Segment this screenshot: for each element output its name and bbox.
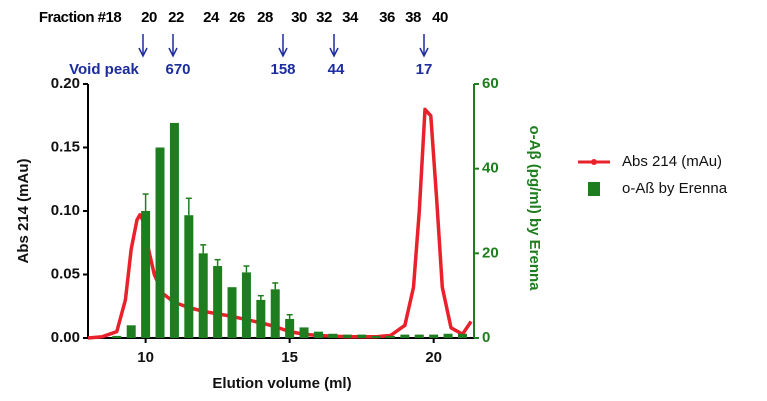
marker-label: 44 xyxy=(328,61,345,78)
y2-tick-label: 60 xyxy=(482,75,499,92)
bar xyxy=(256,299,266,338)
bar xyxy=(227,287,237,338)
fraction-label: 22 xyxy=(168,9,184,26)
bar xyxy=(385,335,395,338)
bar xyxy=(429,334,439,338)
x-axis-title: Elution volume (ml) xyxy=(212,375,351,392)
arrow-head xyxy=(419,47,429,58)
bar xyxy=(126,325,136,338)
x-tick-label: 15 xyxy=(281,349,298,366)
legend-marker xyxy=(591,159,597,165)
x-tick-label: 10 xyxy=(137,349,154,366)
bar xyxy=(155,147,165,338)
bar xyxy=(299,327,309,338)
arrow-head xyxy=(168,47,178,58)
y-tick-label: 0.15 xyxy=(51,138,80,155)
fraction-label: 20 xyxy=(141,9,157,26)
bar xyxy=(141,211,151,338)
fraction-label: 40 xyxy=(432,9,448,26)
marker-label: 158 xyxy=(270,61,295,78)
bar xyxy=(414,334,424,338)
bar xyxy=(184,215,194,338)
y-tick-label: 0.00 xyxy=(51,329,80,346)
bar xyxy=(457,333,467,338)
fraction-label: Fraction #18 xyxy=(39,9,122,26)
y-axis-title: Abs 214 (mAu) xyxy=(15,158,32,263)
fraction-label: 26 xyxy=(229,9,245,26)
bar xyxy=(213,266,223,338)
arrow-head xyxy=(329,47,339,58)
bar xyxy=(443,333,453,338)
y-tick-label: 0.20 xyxy=(51,75,80,92)
y2-tick-label: 20 xyxy=(482,244,499,261)
fraction-label: 34 xyxy=(342,9,359,26)
bar xyxy=(241,272,251,338)
fraction-label: 28 xyxy=(257,9,273,26)
legend-label: o-Aß by Erenna xyxy=(622,180,728,197)
y-tick-label: 0.05 xyxy=(51,265,80,282)
bar xyxy=(285,318,295,338)
bar xyxy=(357,334,367,338)
bar xyxy=(169,122,179,339)
bar xyxy=(198,253,208,338)
y2-axis-title: o-Aβ (pg/ml) by Erenna xyxy=(526,126,543,292)
arrow-head xyxy=(138,47,148,58)
y2-tick-label: 0 xyxy=(482,329,490,346)
fraction-label: 30 xyxy=(291,9,307,26)
bar xyxy=(313,331,323,338)
arrow-head xyxy=(278,47,288,58)
fraction-label: 36 xyxy=(379,9,395,26)
fraction-label: 24 xyxy=(203,9,220,26)
bar xyxy=(342,334,352,338)
marker-label: 670 xyxy=(165,61,190,78)
legend-swatch xyxy=(588,182,600,196)
y2-tick-label: 40 xyxy=(482,160,499,177)
marker-label: Void peak xyxy=(69,61,139,78)
y-tick-label: 0.10 xyxy=(51,202,80,219)
legend-label: Abs 214 (mAu) xyxy=(622,153,722,170)
marker-label: 17 xyxy=(416,61,433,78)
bar xyxy=(371,335,381,338)
fraction-label: 38 xyxy=(405,9,421,26)
fraction-label: 32 xyxy=(316,9,332,26)
x-tick-label: 20 xyxy=(425,349,442,366)
bar xyxy=(400,334,410,338)
bar xyxy=(270,289,280,338)
bar xyxy=(112,335,122,338)
bar xyxy=(328,333,338,338)
